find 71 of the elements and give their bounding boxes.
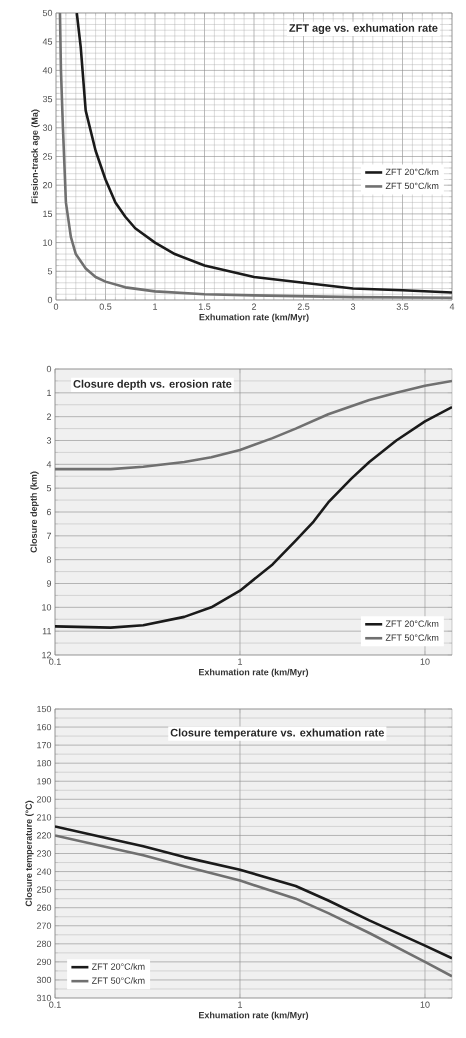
x-tick-label: 0.5	[99, 303, 112, 310]
y-tick-label: 8	[46, 556, 52, 563]
y-tick-label: 50	[42, 9, 53, 17]
y-tick-label: 170	[37, 741, 52, 749]
legend-label: ZFT 20°C/km	[91, 963, 145, 970]
x-tick-label: 1.5	[198, 303, 211, 310]
y-tick-label: 240	[36, 868, 52, 875]
x-tick-label: 10	[420, 1001, 430, 1008]
y-tick-label: 4	[46, 461, 52, 468]
y-tick-label: 20	[42, 182, 53, 189]
y-tick-label: 5	[47, 268, 53, 275]
y-tick-label: 10	[42, 604, 52, 611]
y-tick-label: 150	[37, 705, 52, 713]
y-tick-label: 160	[37, 723, 52, 731]
x-tick-label: 1	[238, 1001, 243, 1008]
x-tick-label: 0.1	[49, 658, 61, 665]
y-tick-label: 25	[42, 153, 53, 160]
x-tick-label: 1	[238, 658, 243, 665]
x-tick-label: 1	[153, 303, 158, 310]
y-tick-label: 35	[42, 95, 53, 103]
legend-label: ZFT 50°C/km	[91, 977, 145, 984]
y-axis-title: Closure temperature (°C)	[25, 800, 34, 907]
y-tick-label: 30	[42, 124, 53, 131]
y-tick-label: 270	[36, 922, 52, 929]
y-tick-label: 300	[36, 976, 52, 984]
y-tick-label: 3	[46, 437, 52, 444]
y-tick-label: 190	[37, 778, 52, 785]
legend-label: ZFT 50°C/km	[385, 182, 439, 190]
y-tick-label: 11	[42, 628, 52, 635]
y-tick-label: 0	[47, 296, 53, 304]
y-tick-label: 280	[36, 940, 52, 947]
y-tick-label: 260	[36, 904, 52, 911]
y-tick-label: 45	[42, 38, 53, 45]
y-tick-label: 5	[46, 485, 52, 492]
x-tick-label: 3	[350, 303, 356, 310]
y-tick-label: 220	[36, 832, 52, 839]
y-tick-label: 10	[43, 239, 53, 246]
y-tick-label: 9	[46, 580, 52, 587]
y-axis-title: Fission-track age (Ma)	[31, 109, 40, 204]
y-tick-label: 0	[46, 365, 52, 373]
x-tick-label: 10	[420, 658, 430, 665]
x-axis-title: Exhumation rate (km/Myr)	[199, 1011, 309, 1021]
x-tick-label: 0	[53, 303, 59, 310]
y-axis-title: Closure depth (km)	[30, 471, 39, 553]
text: Closure temperature vs. exhumation rate	[170, 728, 385, 739]
x-axis-title: Exhumation rate (km/Myr)	[199, 668, 309, 678]
legend-label: ZFT 20°C/km	[385, 620, 439, 627]
x-axis-title: Exhumation rate (km/Myr)	[199, 313, 309, 323]
y-tick-label: 7	[46, 532, 52, 539]
text: Closure depth vs. erosion rate	[73, 379, 232, 390]
y-tick-label: 1	[47, 389, 52, 396]
y-tick-label: 310	[36, 994, 52, 1002]
legend-label: ZFT 20°C/km	[385, 168, 439, 176]
y-tick-label: 290	[36, 958, 52, 966]
x-tick-label: 3.5	[396, 303, 409, 310]
text: ZFT age vs. exhumation rate	[289, 23, 438, 35]
y-tick-label: 40	[42, 67, 53, 74]
y-tick-label: 2	[46, 413, 52, 420]
x-tick-label: 4	[449, 303, 455, 310]
y-tick-label: 12	[42, 651, 52, 659]
y-tick-label: 180	[37, 760, 52, 767]
x-tick-label: 2	[251, 303, 257, 310]
x-tick-label: 0.1	[49, 1001, 61, 1008]
y-tick-label: 250	[36, 886, 52, 893]
y-tick-label: 15	[43, 210, 53, 218]
y-tick-label: 200	[36, 796, 52, 803]
y-tick-label: 230	[36, 850, 52, 857]
x-tick-label: 2.5	[297, 303, 310, 310]
legend-label: ZFT 50°C/km	[385, 634, 439, 641]
y-tick-label: 210	[36, 814, 52, 821]
y-tick-label: 6	[46, 508, 52, 516]
